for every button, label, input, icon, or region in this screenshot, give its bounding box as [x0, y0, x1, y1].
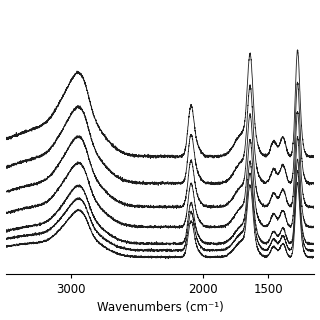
X-axis label: Wavenumbers (cm⁻¹): Wavenumbers (cm⁻¹): [97, 301, 223, 315]
